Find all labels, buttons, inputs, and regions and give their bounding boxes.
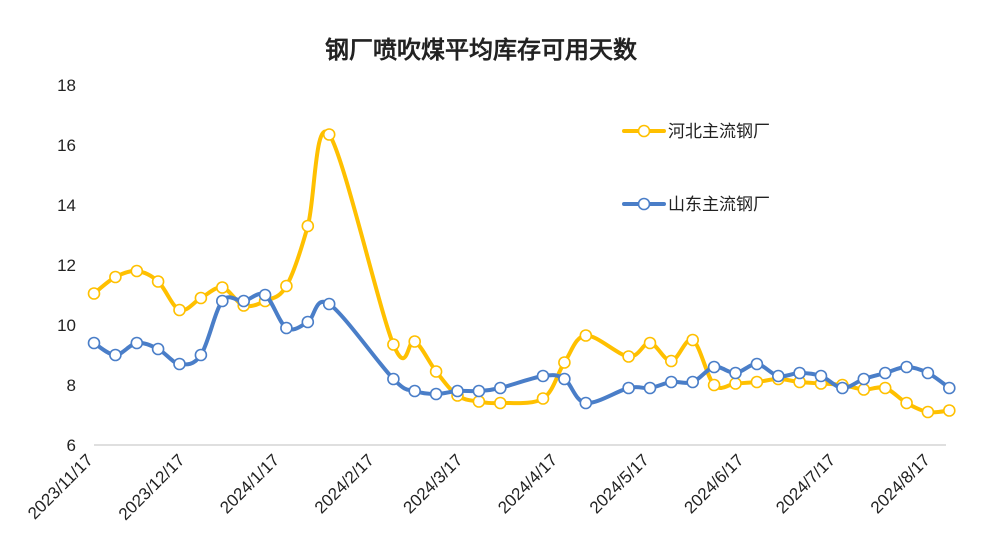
data-point: [921, 366, 935, 380]
data-point: [472, 384, 486, 398]
data-point: [322, 297, 336, 311]
data-point: [109, 270, 122, 284]
y-tick-label: 14: [57, 196, 76, 215]
series-2: [87, 288, 956, 410]
chart-title: 钢厂喷吹煤平均库存可用天数: [325, 36, 638, 64]
data-point: [729, 366, 742, 380]
series-1: [87, 128, 956, 419]
data-point: [429, 387, 443, 401]
data-point: [558, 356, 571, 369]
x-tick-label: 2023/12/17: [115, 450, 189, 524]
data-point: [493, 381, 507, 395]
x-tick-label: 2024/3/17: [400, 450, 467, 517]
y-tick-label: 10: [57, 316, 76, 335]
data-point: [87, 336, 101, 350]
data-point: [558, 372, 571, 386]
data-point: [857, 372, 871, 386]
legend-label: 河北主流钢厂: [668, 122, 770, 142]
y-tick-label: 16: [57, 136, 76, 155]
y-tick-label: 6: [67, 436, 76, 455]
y-tick-label: 18: [57, 76, 76, 95]
data-point: [664, 354, 678, 368]
data-point: [194, 348, 208, 362]
data-point: [836, 381, 849, 395]
data-point: [878, 381, 892, 395]
data-point: [729, 377, 742, 390]
x-tick-label: 2024/8/17: [867, 450, 934, 517]
data-point: [258, 288, 272, 302]
data-point: [942, 381, 956, 395]
data-point: [579, 396, 593, 410]
data-point: [216, 281, 229, 294]
data-point: [173, 357, 186, 371]
data-point: [750, 375, 764, 389]
data-point: [900, 360, 913, 374]
data-point: [387, 338, 400, 351]
data-point: [793, 366, 806, 380]
data-point: [472, 395, 486, 408]
series-layer: [87, 128, 956, 419]
legend-marker: [637, 124, 651, 138]
x-tick-label: 2024/7/17: [772, 450, 839, 517]
data-point: [707, 378, 721, 392]
data-point: [579, 329, 593, 342]
legend-item: 河北主流钢厂: [622, 122, 770, 142]
data-point: [536, 369, 550, 383]
data-point: [216, 294, 229, 308]
data-point: [322, 128, 336, 141]
data-point: [921, 405, 935, 419]
data-point: [451, 384, 464, 398]
data-point: [643, 336, 657, 350]
x-tick-label: 2024/1/17: [216, 450, 283, 517]
x-tick-label: 2024/4/17: [494, 450, 561, 517]
data-point: [173, 303, 186, 317]
data-point: [237, 294, 250, 308]
data-point: [130, 336, 144, 350]
data-point: [301, 219, 315, 233]
y-axis: 6 8 10 12 14 16 18: [57, 76, 76, 455]
data-point: [814, 369, 828, 383]
data-point: [686, 375, 700, 389]
data-point: [750, 357, 764, 371]
x-tick-label: 2024/5/17: [586, 450, 653, 517]
x-tick-label: 2024/6/17: [681, 450, 748, 517]
data-point: [429, 365, 443, 378]
data-point: [151, 275, 165, 288]
y-tick-label: 8: [67, 376, 76, 395]
data-point: [87, 287, 101, 300]
data-point: [643, 381, 657, 395]
data-point: [493, 396, 507, 410]
data-point: [878, 366, 892, 380]
data-point: [280, 279, 293, 293]
data-point: [900, 396, 913, 410]
data-point: [942, 404, 956, 417]
data-point: [280, 321, 293, 335]
data-point: [686, 333, 700, 347]
data-point: [130, 264, 144, 278]
x-tick-label: 2024/2/17: [311, 450, 378, 517]
legend-marker: [637, 197, 651, 211]
data-point: [664, 375, 678, 389]
data-point: [151, 342, 165, 356]
data-point: [622, 381, 635, 395]
data-point: [194, 291, 208, 305]
data-point: [771, 369, 785, 383]
data-point: [707, 360, 721, 374]
x-axis: 2023/11/17 2023/12/17 2024/1/17 2024/2/17 20…: [24, 450, 934, 524]
legend-item: 山东主流钢厂: [622, 195, 770, 215]
x-tick-label: 2023/11/17: [24, 450, 97, 523]
data-point: [536, 392, 550, 405]
data-point: [857, 383, 871, 396]
data-point: [109, 348, 122, 362]
data-point: [301, 315, 315, 329]
legend-label: 山东主流钢厂: [668, 195, 770, 215]
data-point: [408, 384, 422, 398]
data-point: [622, 350, 635, 363]
data-point: [408, 335, 422, 348]
y-tick-label: 12: [57, 256, 76, 275]
data-point: [387, 372, 400, 386]
